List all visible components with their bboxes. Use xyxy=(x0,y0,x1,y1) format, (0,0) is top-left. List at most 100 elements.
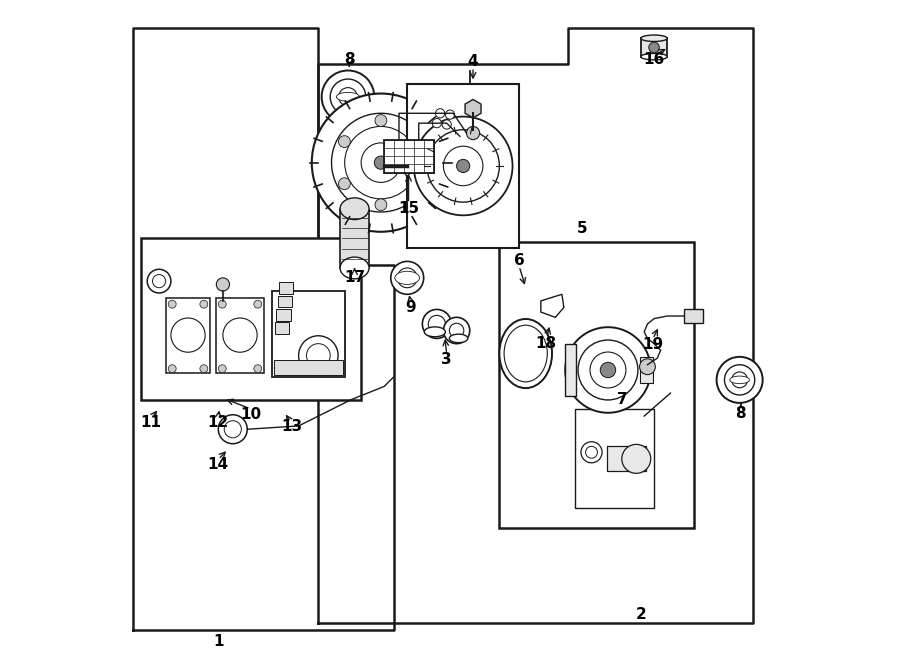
Text: 8: 8 xyxy=(344,52,355,67)
Text: 19: 19 xyxy=(643,337,663,352)
Text: 1: 1 xyxy=(213,634,223,648)
Circle shape xyxy=(331,113,430,212)
Circle shape xyxy=(411,136,423,147)
Circle shape xyxy=(330,79,365,114)
Circle shape xyxy=(224,420,241,438)
Text: 9: 9 xyxy=(405,300,416,315)
Text: 10: 10 xyxy=(240,407,261,422)
Circle shape xyxy=(411,178,423,190)
Circle shape xyxy=(622,444,651,473)
Bar xyxy=(500,242,694,528)
Text: 13: 13 xyxy=(282,419,302,434)
Circle shape xyxy=(391,261,424,294)
Circle shape xyxy=(148,269,171,293)
Ellipse shape xyxy=(337,93,359,101)
Circle shape xyxy=(446,110,454,119)
Bar xyxy=(640,357,652,383)
Bar xyxy=(607,446,646,471)
Text: 11: 11 xyxy=(140,415,162,430)
Circle shape xyxy=(640,359,655,375)
Ellipse shape xyxy=(424,327,446,336)
Circle shape xyxy=(168,300,176,308)
Circle shape xyxy=(581,442,602,463)
Bar xyxy=(384,139,434,173)
Text: 6: 6 xyxy=(514,253,525,268)
Circle shape xyxy=(200,365,208,373)
Circle shape xyxy=(590,352,625,388)
Circle shape xyxy=(449,323,464,338)
Circle shape xyxy=(374,156,388,169)
Circle shape xyxy=(444,317,470,344)
Circle shape xyxy=(444,146,483,186)
Circle shape xyxy=(432,118,441,128)
Text: 18: 18 xyxy=(536,336,557,350)
Text: 7: 7 xyxy=(617,392,628,407)
Bar xyxy=(277,295,292,307)
Circle shape xyxy=(200,300,208,308)
Circle shape xyxy=(466,126,480,139)
Circle shape xyxy=(168,365,176,373)
Circle shape xyxy=(442,120,451,129)
Circle shape xyxy=(456,159,470,173)
Circle shape xyxy=(223,318,257,352)
Circle shape xyxy=(565,327,651,412)
Bar xyxy=(140,239,361,400)
Circle shape xyxy=(311,94,450,232)
Circle shape xyxy=(600,362,616,377)
Circle shape xyxy=(219,300,226,308)
Ellipse shape xyxy=(504,325,547,382)
Circle shape xyxy=(216,278,230,291)
Bar xyxy=(279,282,293,294)
Ellipse shape xyxy=(395,271,419,284)
Bar xyxy=(575,409,654,508)
Circle shape xyxy=(436,108,445,118)
Circle shape xyxy=(219,414,248,444)
Text: 3: 3 xyxy=(441,352,452,367)
Text: 4: 4 xyxy=(468,54,479,69)
Text: 12: 12 xyxy=(208,415,229,430)
Ellipse shape xyxy=(641,35,667,42)
Circle shape xyxy=(649,42,660,53)
Bar xyxy=(684,309,704,323)
Ellipse shape xyxy=(340,198,369,219)
Circle shape xyxy=(299,336,338,375)
Bar xyxy=(641,38,667,57)
Circle shape xyxy=(152,274,166,288)
Bar xyxy=(273,291,345,377)
Text: 16: 16 xyxy=(644,52,665,67)
Ellipse shape xyxy=(641,54,667,60)
Bar xyxy=(274,360,343,375)
Circle shape xyxy=(716,357,762,403)
Bar xyxy=(565,344,576,396)
Circle shape xyxy=(345,126,417,199)
Circle shape xyxy=(586,446,598,458)
Ellipse shape xyxy=(500,319,552,388)
Circle shape xyxy=(414,116,512,215)
Circle shape xyxy=(254,365,262,373)
Circle shape xyxy=(578,340,638,400)
Text: 17: 17 xyxy=(344,270,365,285)
Ellipse shape xyxy=(449,334,468,342)
Text: 2: 2 xyxy=(635,607,646,623)
Circle shape xyxy=(338,178,350,190)
Circle shape xyxy=(254,300,262,308)
Ellipse shape xyxy=(404,156,410,176)
Bar xyxy=(276,309,291,321)
Circle shape xyxy=(732,372,748,388)
Circle shape xyxy=(375,199,387,211)
Text: 8: 8 xyxy=(735,406,746,421)
Circle shape xyxy=(338,88,357,106)
Circle shape xyxy=(724,365,755,395)
Circle shape xyxy=(171,318,205,352)
Bar xyxy=(407,84,519,249)
Ellipse shape xyxy=(730,376,750,383)
Ellipse shape xyxy=(340,257,369,279)
Bar xyxy=(216,297,264,373)
Circle shape xyxy=(321,71,374,123)
Bar xyxy=(166,297,211,373)
Circle shape xyxy=(361,143,400,182)
Circle shape xyxy=(375,114,387,126)
Circle shape xyxy=(307,344,330,368)
Circle shape xyxy=(428,315,446,332)
Circle shape xyxy=(427,130,500,202)
